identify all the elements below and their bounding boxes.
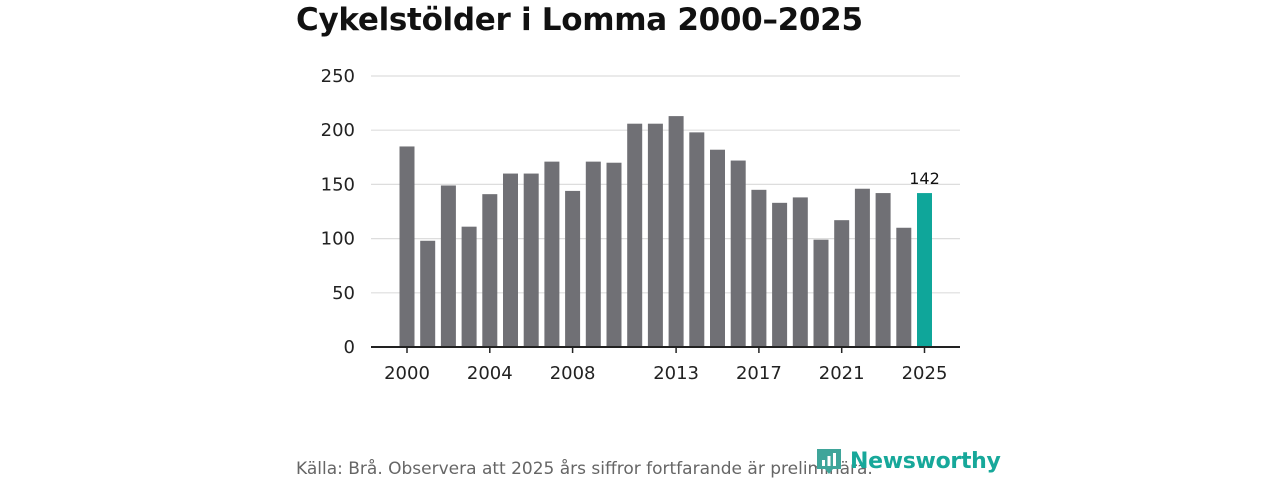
bar-2001[interactable]	[420, 240, 436, 347]
x-tick-label-2008: 2008	[550, 363, 596, 384]
bar-2008[interactable]	[565, 190, 581, 347]
bar-2019[interactable]	[792, 197, 808, 347]
data-label-2025: 142	[909, 169, 940, 188]
y-tick-label-0: 0	[344, 337, 355, 358]
bar-2003[interactable]	[461, 226, 477, 347]
x-tick-label-2000: 2000	[384, 363, 430, 384]
x-tick-label-2021: 2021	[819, 363, 865, 384]
y-axis-ticks: 0 50 100 150 200 250	[321, 66, 355, 358]
y-tick-label-50: 50	[332, 283, 355, 304]
bar-2000[interactable]	[399, 146, 415, 347]
bar-2015[interactable]	[710, 149, 725, 347]
brand-logo[interactable]: Newsworthy	[815, 447, 1001, 475]
bar-2005[interactable]	[503, 173, 518, 347]
bar-2002[interactable]	[440, 185, 456, 347]
bar-2020[interactable]	[813, 239, 829, 347]
bars	[399, 116, 932, 347]
bar-2004[interactable]	[482, 194, 498, 347]
bar-2007[interactable]	[544, 161, 560, 347]
bar-2016[interactable]	[730, 160, 746, 347]
source-note: Källa: Brå. Observera att 2025 års siffr…	[296, 459, 873, 479]
bar-2024[interactable]	[896, 227, 912, 347]
bar-2012[interactable]	[647, 123, 663, 347]
data-labels: 142	[909, 169, 940, 188]
bar-2017[interactable]	[751, 189, 767, 347]
chart-title: Cykelstölder i Lomma 2000–2025	[296, 2, 863, 38]
y-tick-label-250: 250	[321, 66, 355, 87]
x-axis-ticks: 2000 2004 2008 2013 2017 2021 2025	[384, 347, 947, 384]
bar-2022[interactable]	[854, 188, 870, 347]
bar-2018[interactable]	[772, 202, 788, 347]
gridlines	[371, 75, 960, 294]
bar-2009[interactable]	[585, 161, 601, 347]
newsworthy-logo-icon	[817, 449, 841, 474]
bar-2014[interactable]	[689, 132, 705, 347]
bar-2023[interactable]	[875, 193, 891, 347]
y-tick-label-150: 150	[321, 174, 355, 195]
bar-2010[interactable]	[606, 162, 622, 347]
x-tick-label-2013: 2013	[653, 363, 699, 384]
bar-2013[interactable]	[668, 116, 684, 347]
x-tick-label-2017: 2017	[736, 363, 782, 384]
brand-name: Newsworthy	[850, 448, 1001, 474]
bar-2011[interactable]	[627, 123, 643, 347]
y-tick-label-200: 200	[321, 120, 355, 141]
bar-2006[interactable]	[523, 173, 539, 347]
y-tick-label-100: 100	[321, 229, 355, 250]
x-tick-label-2025: 2025	[902, 363, 948, 384]
x-tick-label-2004: 2004	[467, 363, 513, 384]
bar-2021[interactable]	[834, 220, 850, 347]
bar-2025[interactable]	[917, 193, 932, 347]
